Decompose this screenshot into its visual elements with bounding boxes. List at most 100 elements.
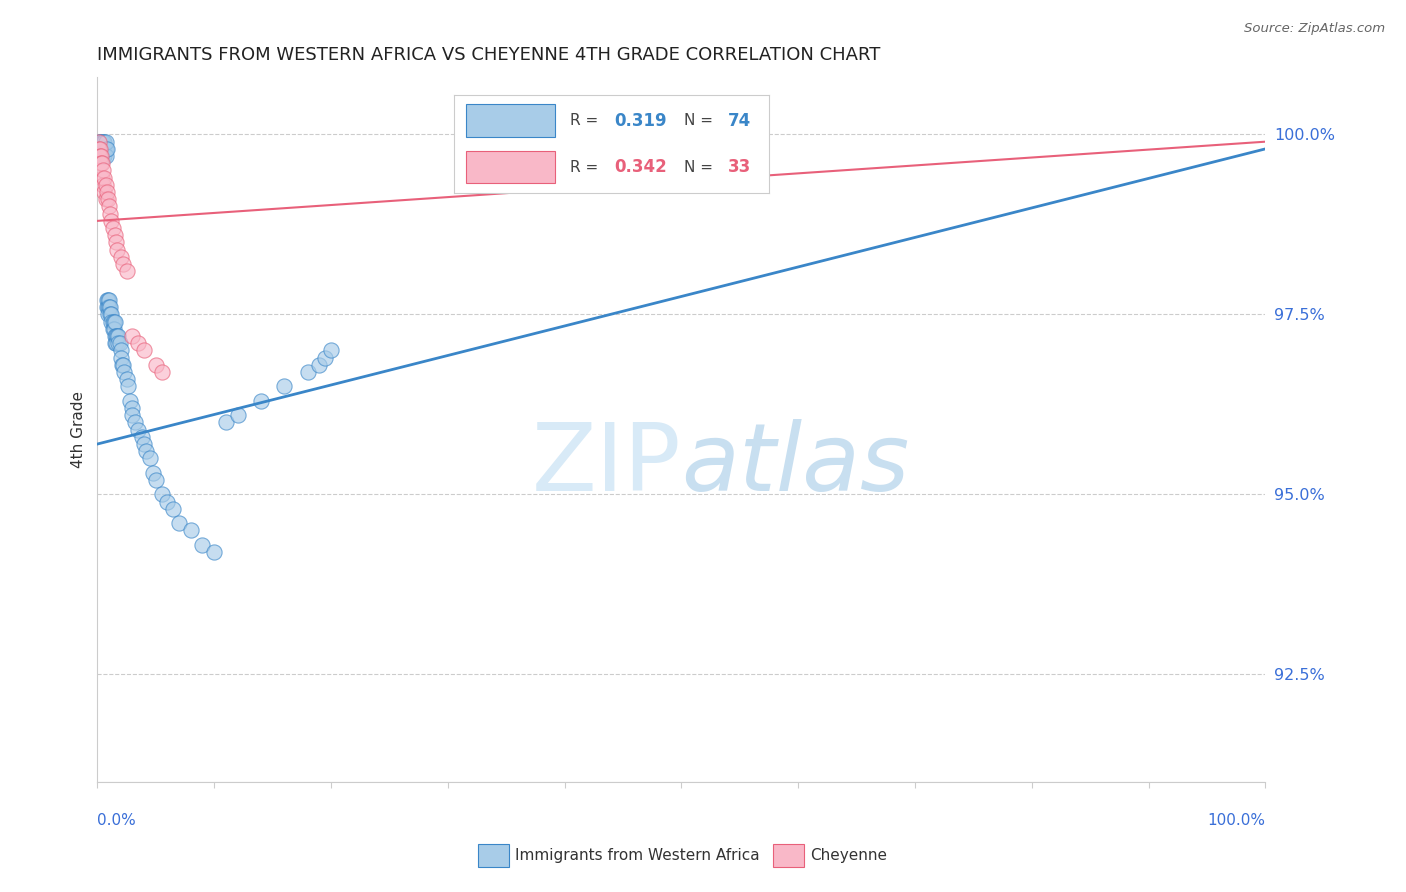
Point [215, 416, 238, 430]
Point [97, 293, 120, 307]
Point [111, 358, 134, 372]
Point [156, 494, 179, 508]
Point [90, 156, 112, 170]
Point [91, 149, 114, 163]
Point [112, 257, 135, 271]
Point [91, 163, 114, 178]
Point [98, 207, 121, 221]
Point [93, 149, 115, 163]
Point [107, 336, 129, 351]
Point [90, 135, 112, 149]
Point [93, 135, 115, 149]
Point [120, 393, 142, 408]
Point [105, 235, 128, 250]
Point [98, 300, 121, 314]
Point [91, 135, 114, 149]
Point [226, 409, 249, 423]
Point [108, 336, 131, 351]
Point [107, 329, 129, 343]
Point [110, 351, 132, 365]
Point [162, 501, 184, 516]
Point [101, 315, 124, 329]
Point [103, 322, 125, 336]
Point [91, 142, 114, 156]
Point [250, 393, 273, 408]
Point [94, 135, 117, 149]
Point [87, 142, 110, 156]
Point [319, 343, 342, 358]
Point [104, 228, 127, 243]
Point [142, 466, 165, 480]
Text: IMMIGRANTS FROM WESTERN AFRICA VS CHEYENNE 4TH GRADE CORRELATION CHART: IMMIGRANTS FROM WESTERN AFRICA VS CHEYEN… [97, 46, 880, 64]
Point [98, 199, 121, 213]
Point [97, 308, 120, 322]
Point [139, 451, 162, 466]
Point [93, 142, 115, 156]
Point [150, 487, 173, 501]
Point [132, 343, 155, 358]
Point [104, 329, 127, 343]
Point [131, 430, 153, 444]
Point [314, 351, 336, 365]
Point [91, 178, 114, 192]
Point [90, 149, 112, 163]
Point [89, 142, 111, 156]
Point [191, 538, 214, 552]
Point [103, 315, 125, 329]
Point [115, 372, 138, 386]
Point [93, 170, 115, 185]
Point [612, 135, 634, 149]
Point [135, 444, 157, 458]
Point [100, 315, 122, 329]
Point [97, 192, 120, 206]
Point [105, 329, 128, 343]
Text: Cheyenne: Cheyenne [810, 848, 887, 863]
Point [110, 343, 132, 358]
Point [96, 293, 118, 307]
Point [105, 243, 128, 257]
Point [115, 264, 138, 278]
Point [87, 135, 110, 149]
Point [554, 142, 576, 156]
Point [100, 214, 122, 228]
Point [101, 322, 124, 336]
Point [105, 329, 128, 343]
Point [124, 416, 146, 430]
Point [145, 358, 167, 372]
Point [91, 156, 114, 170]
Point [96, 300, 118, 314]
Point [104, 336, 127, 351]
Point [104, 315, 127, 329]
Text: atlas: atlas [682, 419, 910, 510]
Point [100, 308, 122, 322]
Point [91, 135, 114, 149]
Y-axis label: 4th Grade: 4th Grade [72, 391, 86, 468]
Point [145, 473, 167, 487]
Point [180, 524, 202, 538]
Point [89, 135, 111, 149]
Point [89, 142, 111, 156]
Point [121, 409, 143, 423]
Text: ZIP: ZIP [531, 419, 682, 511]
Point [87, 135, 110, 149]
Point [93, 185, 115, 199]
Text: 100.0%: 100.0% [1208, 813, 1265, 828]
Point [308, 358, 330, 372]
Text: 0.0%: 0.0% [97, 813, 136, 828]
Point [91, 142, 114, 156]
Point [297, 365, 319, 379]
Point [94, 149, 117, 163]
Point [98, 300, 121, 314]
Point [127, 336, 149, 351]
Point [112, 358, 135, 372]
Point [90, 149, 112, 163]
Point [121, 401, 143, 415]
Point [202, 545, 225, 559]
Point [89, 149, 111, 163]
Point [101, 221, 124, 235]
Point [167, 516, 190, 531]
Point [98, 308, 121, 322]
Point [96, 142, 118, 156]
Point [132, 437, 155, 451]
Point [117, 379, 139, 393]
